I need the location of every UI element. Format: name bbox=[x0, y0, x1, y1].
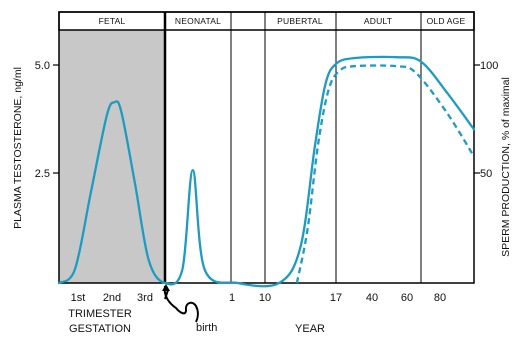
gestation-tick-2nd: 2nd bbox=[103, 292, 121, 304]
right-axis-title: SPERM PRODUCTION, % of maximal bbox=[500, 77, 512, 257]
left-tick-label-5: 5.0 bbox=[35, 60, 50, 72]
right-tick-label-50: 50 bbox=[480, 168, 492, 180]
birth-label: birth bbox=[196, 322, 217, 334]
fetal-shaded-region bbox=[59, 12, 165, 283]
gestation-label-gestation: GESTATION bbox=[69, 323, 131, 335]
year-tick-17: 17 bbox=[330, 292, 342, 304]
year-tick-60: 60 bbox=[401, 292, 413, 304]
plot-frame bbox=[58, 11, 475, 284]
birth-arrowhead bbox=[162, 284, 170, 291]
phase-label-pubertal: PUBERTAL bbox=[277, 16, 323, 26]
year-axis-title: YEAR bbox=[295, 323, 325, 335]
gestation-tick-1st: 1st bbox=[71, 292, 86, 304]
phase-label-neonatal: NEONATAL bbox=[175, 16, 221, 26]
year-tick-80: 80 bbox=[434, 292, 446, 304]
year-tick-10: 10 bbox=[259, 292, 271, 304]
gestation-tick-3rd: 3rd bbox=[137, 292, 153, 304]
phase-label-fetal: FETAL bbox=[99, 16, 126, 26]
year-tick-1: 1 bbox=[229, 292, 235, 304]
sperm-production-series-line bbox=[295, 64, 475, 284]
testosterone-series-line bbox=[57, 55, 476, 288]
phase-label-old-age: OLD AGE bbox=[427, 16, 466, 26]
right-tick-label-100: 100 bbox=[480, 60, 498, 72]
left-tick-label-2-5: 2.5 bbox=[35, 168, 50, 180]
year-tick-40: 40 bbox=[366, 292, 378, 304]
phase-label-adult: ADULT bbox=[364, 16, 392, 26]
gestation-label-trimester: TRIMESTER bbox=[68, 308, 132, 320]
birth-arrow bbox=[163, 285, 199, 323]
left-axis-title: PLASMA TESTOSTERONE, ng/ml bbox=[12, 67, 24, 229]
